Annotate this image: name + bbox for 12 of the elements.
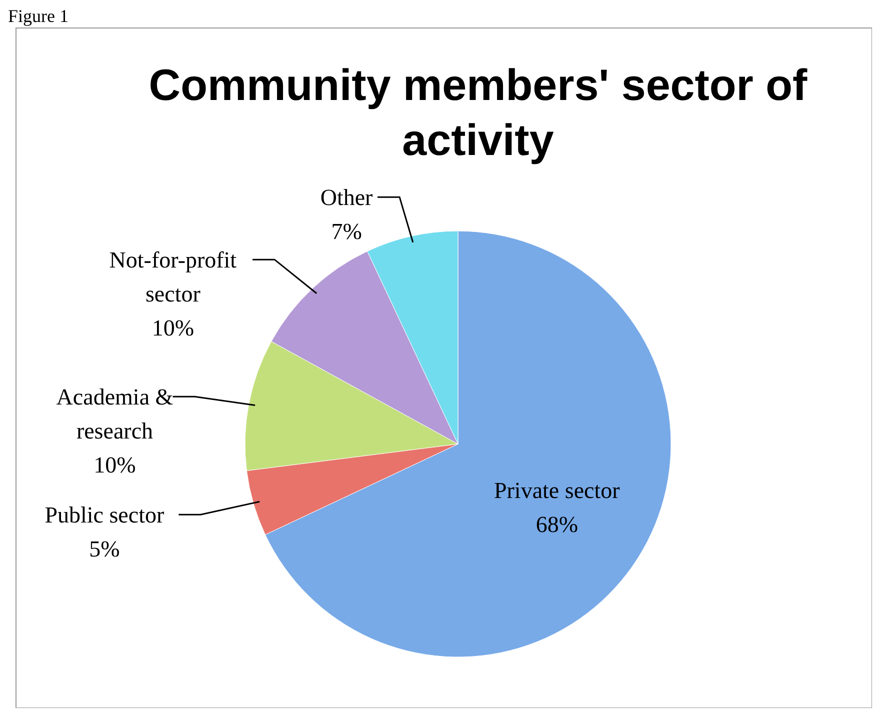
data-label: 10% bbox=[94, 452, 136, 478]
data-label: 7% bbox=[331, 219, 362, 244]
data-label: 68% bbox=[536, 512, 578, 537]
slice-label: Other bbox=[320, 185, 374, 210]
data-label: 5% bbox=[89, 536, 120, 562]
slice-label: Academia & research bbox=[56, 384, 174, 444]
caption: Figure 1 bbox=[8, 6, 68, 26]
slice-label: Not-for-profit sector bbox=[109, 248, 238, 307]
slice-label: Private sector bbox=[494, 478, 620, 503]
slice-label: Public sector bbox=[44, 502, 165, 528]
data-label: 10% bbox=[152, 316, 194, 341]
chart-title: Community members' sector of activity bbox=[148, 61, 808, 165]
